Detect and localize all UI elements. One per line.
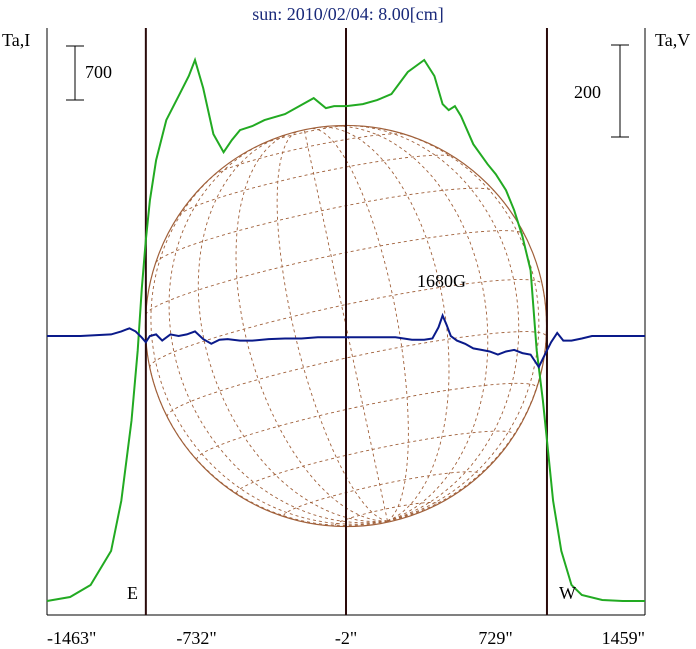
latitude-line	[258, 125, 352, 146]
limb-east-label: E	[127, 583, 138, 603]
latitude-line	[213, 133, 406, 176]
longitude-line	[149, 367, 388, 526]
latitude-line	[145, 230, 525, 315]
longitude-line	[150, 161, 388, 525]
right-scale-bar-label: 200	[574, 82, 601, 102]
longitude-line	[168, 140, 388, 524]
latitude-line	[149, 279, 543, 368]
left-scale-bar-label: 700	[85, 62, 112, 82]
limb-lines	[144, 28, 548, 615]
x-tick-label: 729"	[478, 628, 512, 648]
longitude-line	[312, 128, 409, 522]
right-scale-bar: 200	[574, 44, 629, 138]
x-tick-labels: -1463" -732" -2" 729" 1459"	[47, 628, 645, 648]
longitude-line	[319, 126, 450, 522]
longitude-line	[303, 129, 388, 522]
latitude-line	[178, 154, 454, 216]
longitude-line	[197, 135, 388, 523]
longitude-line	[235, 133, 388, 522]
longitude-line	[340, 125, 520, 522]
x-tick-label: 1459"	[602, 628, 645, 648]
latitude-line	[283, 471, 481, 516]
left-axis-label: Ta,I	[2, 30, 30, 50]
right-axis-label: Ta,V	[655, 30, 690, 50]
chart-title: sun: 2010/02/04: 8.00[cm]	[252, 4, 444, 24]
longitude-line	[276, 131, 388, 522]
limb-west-label: W	[559, 583, 576, 603]
longitude-line	[384, 128, 540, 522]
x-tick-label: -732"	[176, 628, 216, 648]
longitude-line	[326, 125, 489, 522]
series-polarization-line	[47, 312, 645, 370]
x-tick-label: -2"	[335, 628, 357, 648]
longitude-line	[387, 284, 547, 522]
latitude-line	[155, 187, 495, 263]
latitude-line	[334, 501, 438, 526]
left-scale-bar: 700	[66, 45, 112, 101]
latitude-line	[196, 382, 538, 460]
series-intensity-line	[46, 56, 645, 602]
annotation-1680g: 1680G	[417, 271, 466, 291]
x-tick-label: -1463"	[47, 628, 96, 648]
